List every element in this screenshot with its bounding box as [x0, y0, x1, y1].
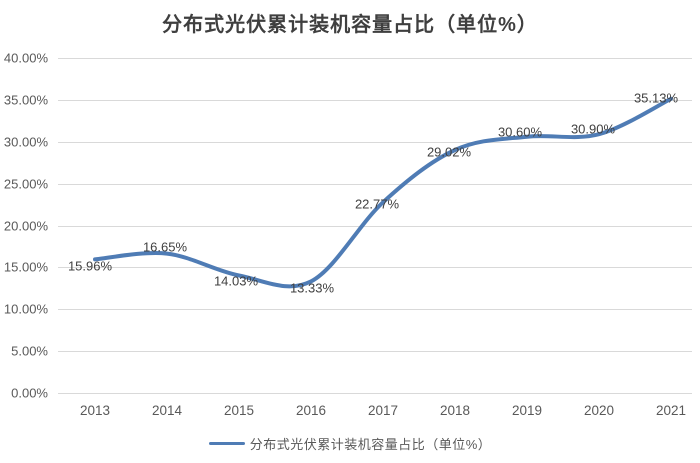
data-point-label: 13.33% [289, 280, 335, 296]
data-point-label: 14.03% [213, 273, 259, 289]
data-point-label: 35.13% [633, 90, 679, 106]
y-axis-tick-label: 25.00% [3, 176, 48, 192]
x-axis-tick-label: 2014 [151, 403, 183, 418]
x-axis-tick-label: 2021 [655, 403, 687, 418]
data-point-label: 30.60% [497, 124, 543, 140]
x-axis-tick-label: 2016 [295, 403, 327, 418]
data-point-label: 15.96% [67, 258, 113, 274]
legend-label: 分布式光伏累计装机容量占比（单位%） [249, 437, 492, 452]
gridline [58, 99, 692, 101]
gridline [58, 351, 692, 353]
gridline [58, 183, 692, 185]
gridline [58, 141, 692, 143]
x-axis-tick-label: 2020 [583, 403, 615, 418]
series-line [93, 96, 673, 289]
gridline [58, 393, 692, 394]
legend-line-swatch [208, 442, 245, 445]
x-axis-tick-label: 2015 [223, 403, 255, 418]
gridline [58, 58, 692, 59]
y-axis-tick-label: 0.00% [11, 385, 48, 401]
chart-title: 分布式光伏累计装机容量占比（单位%） [162, 14, 538, 36]
y-axis-tick-label: 5.00% [11, 343, 48, 359]
y-axis-tick-label: 30.00% [3, 134, 48, 150]
x-axis-tick-label: 2017 [367, 403, 399, 418]
legend: 分布式光伏累计装机容量占比（单位%） [0, 434, 700, 453]
x-axis-tick-label: 2019 [511, 403, 543, 418]
x-axis-tick-label: 2013 [79, 403, 111, 418]
x-axis-tick-label: 2018 [439, 403, 471, 418]
y-axis-tick-label: 35.00% [3, 92, 48, 108]
data-point-label: 29.02% [426, 144, 472, 160]
data-point-label: 16.65% [142, 239, 188, 255]
y-axis-tick-label: 15.00% [3, 259, 48, 275]
gridline [58, 267, 692, 269]
data-point-label: 30.90% [570, 121, 616, 137]
data-point-label: 22.77% [354, 196, 400, 212]
gridline [58, 309, 692, 311]
gridline [58, 225, 692, 227]
y-axis-tick-label: 40.00% [3, 50, 48, 66]
y-axis-tick-label: 20.00% [3, 218, 48, 233]
y-axis-tick-label: 10.00% [3, 301, 48, 317]
